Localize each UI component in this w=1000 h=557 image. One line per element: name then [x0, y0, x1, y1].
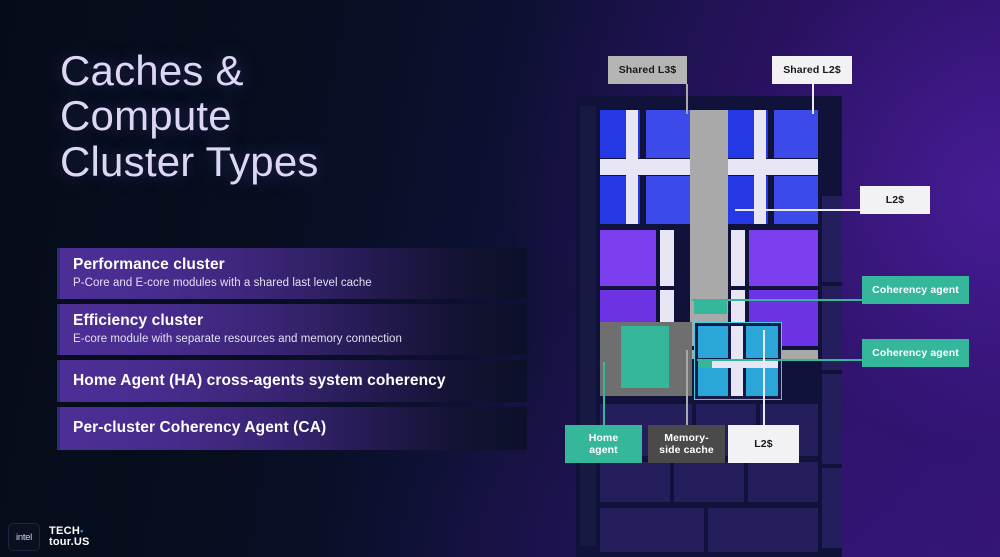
coherency-agent-block: [698, 359, 712, 368]
e-core-module: [698, 326, 728, 358]
list-item-performance-cluster[interactable]: Performance cluster P-Core and E-core mo…: [57, 248, 527, 299]
callout-l2-right[interactable]: L2$: [860, 186, 930, 214]
e-core-module: [698, 368, 728, 396]
leader-line-l2-right: [735, 209, 860, 211]
list-item-home-agent[interactable]: Home Agent (HA) cross-agents system cohe…: [57, 359, 527, 403]
soc-io-block: [822, 468, 842, 548]
leader-line-shared-l2: [812, 84, 814, 114]
shared-cache-cross-vertical: [626, 110, 638, 224]
soc-io-block: [822, 196, 842, 282]
bullet-list: Performance cluster P-Core and E-core mo…: [57, 248, 527, 455]
bullet-heading: Efficiency cluster: [73, 311, 204, 329]
leader-line-shared-l3: [686, 84, 688, 114]
soc-io-block: [822, 286, 842, 370]
io-block: [748, 462, 818, 502]
title-line-3: Cluster Types: [60, 137, 319, 185]
leader-line-coherency-1: [692, 299, 864, 301]
tech-tour-line-1: TECH•: [49, 525, 84, 537]
callout-label: Shared L2$: [783, 63, 841, 76]
shared-cache-cross-horizontal: [728, 159, 818, 175]
callout-home-agent[interactable]: Home agent: [565, 425, 642, 463]
cluster-l2-cache: [731, 230, 745, 286]
p-core-module: [774, 110, 818, 158]
callout-label: Coherency agent: [872, 283, 959, 296]
bullet-subtext: P-Core and E-core modules with a shared …: [73, 276, 372, 289]
tech-tour-logo: TECH• tour.US: [49, 526, 90, 548]
e-core-module: [749, 230, 818, 286]
callout-memory-side-cache[interactable]: Memory- side cache: [648, 425, 725, 463]
soc-io-block: [822, 374, 842, 464]
p-core-module: [774, 176, 818, 224]
left-io-strip: [580, 106, 596, 546]
e-core-module: [746, 368, 778, 396]
callout-label: Shared L3$: [618, 63, 677, 76]
intel-logo: intel: [8, 523, 40, 551]
die-shot-diagram: [576, 96, 842, 557]
tech-tour-line-2: tour.US: [49, 536, 90, 548]
list-item-efficiency-cluster[interactable]: Efficiency cluster E-core module with se…: [57, 303, 527, 355]
callout-label: Coherency agent: [872, 346, 959, 359]
callout-label: L2$: [754, 437, 773, 450]
shared-cache-cross-horizontal: [600, 159, 690, 175]
io-block: [600, 508, 704, 552]
callout-coherency-agent-1[interactable]: Coherency agent: [862, 276, 969, 304]
callout-label-line-1: Home: [588, 431, 619, 444]
cluster-l2-cache-vertical: [731, 326, 743, 396]
callout-label: L2$: [885, 193, 905, 206]
title-line-2: Compute: [60, 92, 232, 140]
io-block: [600, 462, 670, 502]
p-core-module: [646, 110, 690, 158]
title-line-1: Caches &: [60, 47, 244, 94]
leader-line-home-agent: [603, 362, 605, 426]
bullet-heading: Per-cluster Coherency Agent (CA): [73, 419, 327, 437]
leader-line-coherency-2: [697, 359, 864, 361]
io-block: [674, 462, 744, 502]
shared-cache-cross-vertical: [754, 110, 766, 224]
accent-dot-icon: •: [80, 526, 84, 536]
callout-l2-bottom[interactable]: L2$: [728, 425, 799, 463]
callout-shared-l3[interactable]: Shared L3$: [608, 56, 687, 84]
io-block: [708, 508, 818, 552]
intel-logo-text: intel: [16, 531, 32, 543]
e-core-module: [746, 326, 778, 358]
bullet-subtext: E-core module with separate resources an…: [73, 332, 402, 345]
callout-label-line-2: agent: [589, 444, 618, 456]
home-agent-block: [621, 326, 669, 388]
p-core-module: [646, 176, 690, 224]
callout-coherency-agent-2[interactable]: Coherency agent: [862, 339, 969, 367]
footer-logos: intel TECH• tour.US: [8, 523, 90, 551]
e-core-module: [600, 230, 656, 286]
bullet-heading: Home Agent (HA) cross-agents system cohe…: [73, 371, 446, 389]
bullet-heading: Performance cluster: [73, 256, 225, 273]
callout-label-line-1: Memory-: [664, 431, 709, 444]
page-title: Caches & Compute Cluster Types: [60, 48, 490, 184]
callout-label-line-2: side cache: [659, 444, 714, 456]
coherency-agent-block: [694, 300, 727, 314]
callout-shared-l2[interactable]: Shared L2$: [772, 56, 852, 84]
leader-line-l2-bottom: [763, 330, 765, 426]
cluster-l2-cache: [660, 230, 674, 286]
list-item-coherency-agent[interactable]: Per-cluster Coherency Agent (CA): [57, 407, 527, 451]
leader-line-memory-side-cache: [686, 350, 688, 426]
